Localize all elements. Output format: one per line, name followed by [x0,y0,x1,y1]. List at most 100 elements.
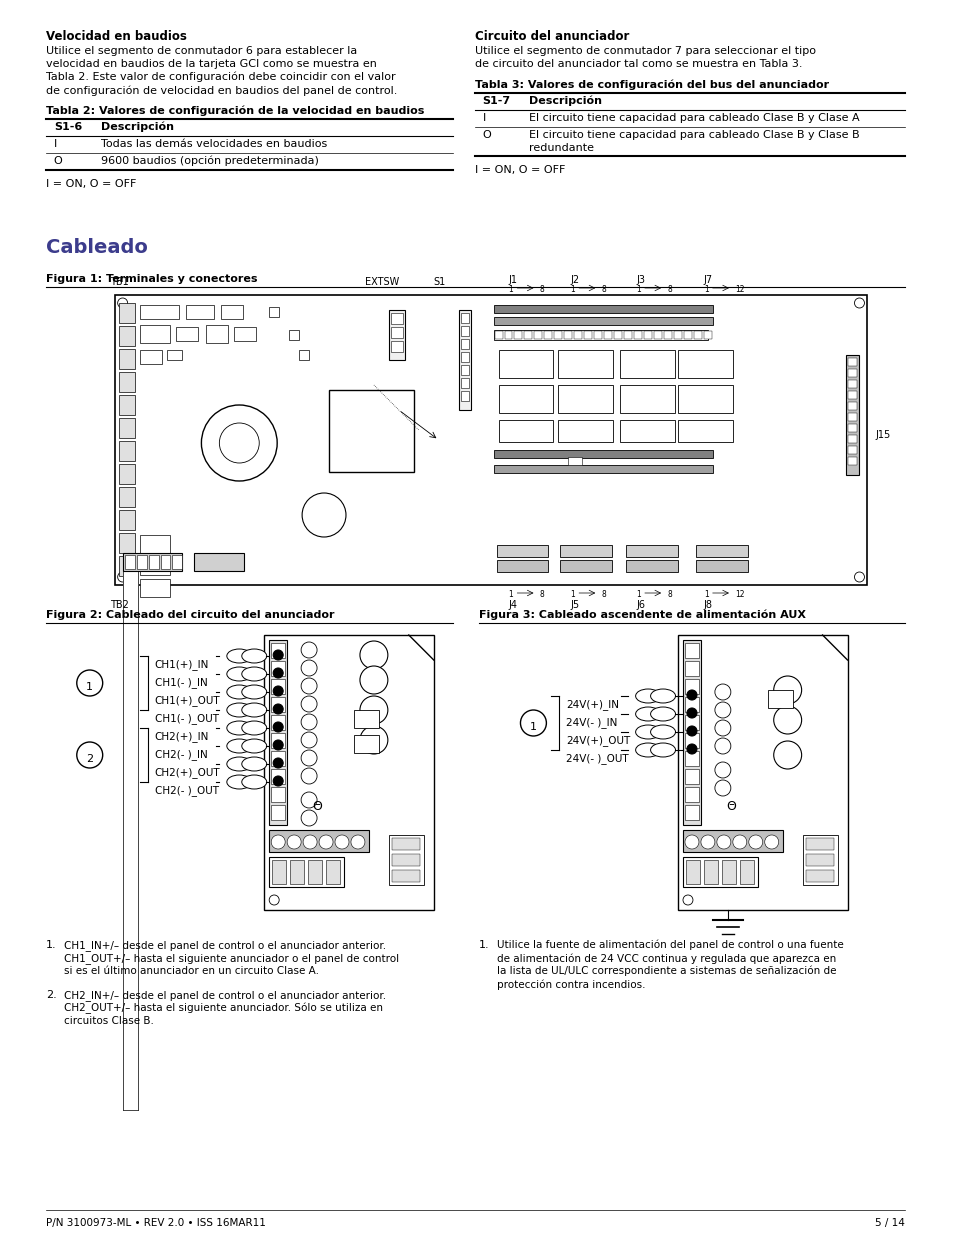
Text: El circuito tiene capacidad para cableado Clase B y Clase B: El circuito tiene capacidad para cablead… [529,130,860,140]
Bar [846,358,857,366]
Text: 8: 8 [600,590,605,599]
Bar [269,308,279,317]
Text: 24V(- )_IN: 24V(- )_IN [566,718,617,727]
Circle shape [764,835,778,848]
Bar [271,769,285,784]
Bar [269,830,369,852]
Text: 12: 12 [734,590,743,599]
Bar [493,450,712,458]
Text: I: I [53,140,57,149]
Text: circuitos Clase B.: circuitos Clase B. [64,1016,153,1026]
Bar [118,372,134,391]
Bar [558,420,613,442]
Bar [619,385,675,412]
Bar [271,643,285,658]
Text: CH1(+)_OUT: CH1(+)_OUT [154,695,220,706]
Bar [354,735,378,753]
Text: S1-6: S1-6 [53,122,82,132]
Bar [299,350,309,359]
Text: Tabla 3: Valores de configuración del bus del anunciador: Tabla 3: Valores de configuración del bu… [474,80,828,90]
Ellipse shape [241,721,267,735]
Bar [846,435,857,443]
Text: 24V(+)_OUT: 24V(+)_OUT [566,735,630,746]
Bar [389,835,423,885]
Text: J7: J7 [703,275,712,285]
Bar [846,369,857,377]
Bar [684,679,699,694]
Circle shape [351,835,365,848]
Ellipse shape [227,667,252,680]
Text: Cableado: Cableado [46,238,148,257]
Text: CH2_OUT+/– hasta el siguiente anunciador. Sólo se utiliza en: CH2_OUT+/– hasta el siguiente anunciador… [64,1003,382,1014]
Text: protección contra incendios.: protección contra incendios. [496,979,644,989]
Bar [685,860,700,884]
Ellipse shape [650,725,675,739]
Bar [460,312,468,324]
Bar [264,635,434,910]
Bar [678,635,846,910]
Text: Θ: Θ [725,800,735,813]
Text: CH1_OUT+/– hasta el siguiente anunciador o el panel de control: CH1_OUT+/– hasta el siguiente anunciador… [64,953,398,963]
Bar [123,555,137,1110]
Text: 1: 1 [636,590,640,599]
Bar [739,860,753,884]
Bar [460,366,468,375]
Bar [118,464,134,484]
Circle shape [273,685,283,697]
Bar [683,331,691,338]
Bar [460,326,468,336]
Ellipse shape [227,757,252,771]
Bar [458,310,470,410]
Bar [123,555,137,1110]
Bar [559,545,612,557]
Bar [493,330,707,340]
Text: 8: 8 [538,590,543,599]
Circle shape [773,706,801,734]
Bar [846,457,857,466]
Bar [271,697,285,713]
Bar [619,420,675,442]
Text: de configuración de velocidad en baudios del panel de control.: de configuración de velocidad en baudios… [46,85,396,95]
Bar [139,535,170,553]
Circle shape [686,708,697,718]
Text: Utilice el segmento de conmutador 7 para seleccionar el tipo: Utilice el segmento de conmutador 7 para… [474,46,815,56]
Circle shape [714,720,730,736]
Text: O: O [482,130,491,140]
Circle shape [301,642,316,658]
Bar [271,661,285,676]
Circle shape [773,676,801,704]
Bar [290,860,304,884]
Text: 24V(- )_OUT: 24V(- )_OUT [566,753,628,764]
Bar [496,545,548,557]
Bar [496,559,548,572]
Ellipse shape [650,689,675,703]
Text: velocidad en baudios de la tarjeta GCI como se muestra en: velocidad en baudios de la tarjeta GCI c… [46,59,376,69]
Bar [308,860,322,884]
Text: P/N 3100973-ML • REV 2.0 • ISS 16MAR11: P/N 3100973-ML • REV 2.0 • ISS 16MAR11 [46,1218,266,1228]
Bar [493,305,712,312]
Text: si es el último anunciador en un circuito Clase A.: si es el último anunciador en un circuit… [64,966,318,976]
Bar [846,380,857,388]
Bar [682,857,757,887]
Bar [684,643,699,658]
Bar [696,545,747,557]
Text: 2: 2 [86,755,93,764]
Bar [804,839,833,850]
Bar [574,331,581,338]
Bar [460,352,468,362]
Bar [846,403,857,410]
Text: 8: 8 [666,590,671,599]
Bar [684,734,699,748]
Bar [674,331,681,338]
Text: 5 / 14: 5 / 14 [875,1218,904,1228]
Ellipse shape [227,650,252,663]
Text: Utilice la fuente de alimentación del panel de control o una fuente: Utilice la fuente de alimentación del pa… [496,940,842,951]
Text: Tabla 2: Valores de configuración de la velocidad en baudios: Tabla 2: Valores de configuración de la … [46,106,424,116]
Ellipse shape [241,667,267,680]
Bar [460,378,468,388]
Text: J1: J1 [508,275,517,285]
Bar [149,555,158,569]
Circle shape [76,671,103,697]
Bar [634,331,641,338]
Text: Figura 2: Cableado del circuito del anunciador: Figura 2: Cableado del circuito del anun… [46,610,334,620]
